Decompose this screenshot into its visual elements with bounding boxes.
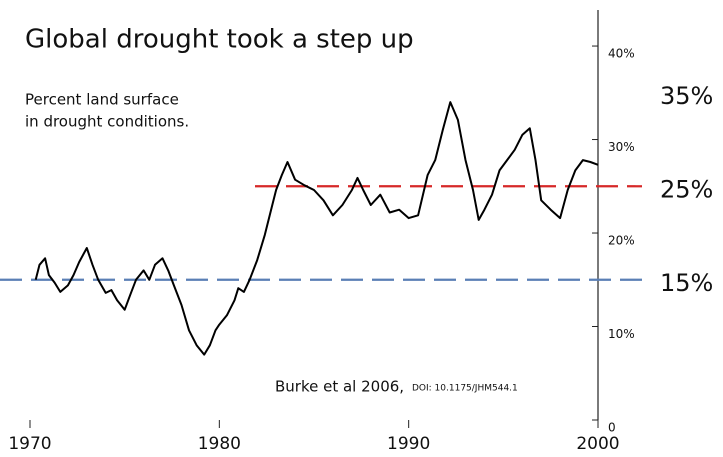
- y-tick-label: 30%: [608, 140, 635, 154]
- chart-title: Global drought took a step up: [25, 25, 414, 55]
- y-tick-label: 0: [608, 421, 616, 435]
- data-line: [34, 101, 599, 356]
- y-tick-label: 20%: [608, 234, 635, 248]
- subtitle: in drought conditions.: [25, 113, 189, 131]
- reference-label: 15%: [660, 269, 713, 297]
- x-tick-label: 1990: [387, 434, 430, 454]
- citation: Burke et al 2006,: [275, 378, 404, 396]
- doi: DOI: 10.1175/JHM544.1: [412, 384, 518, 394]
- y-tick-label: 10%: [608, 327, 635, 341]
- y-tick-label: 40%: [608, 47, 635, 61]
- reference-label: 25%: [660, 175, 713, 203]
- subtitle: Percent land surface: [25, 91, 179, 109]
- x-tick-label: 1970: [8, 434, 51, 454]
- x-tick-label: 2000: [576, 434, 619, 454]
- annotation: 35%: [660, 82, 713, 110]
- x-tick-label: 1980: [198, 434, 241, 454]
